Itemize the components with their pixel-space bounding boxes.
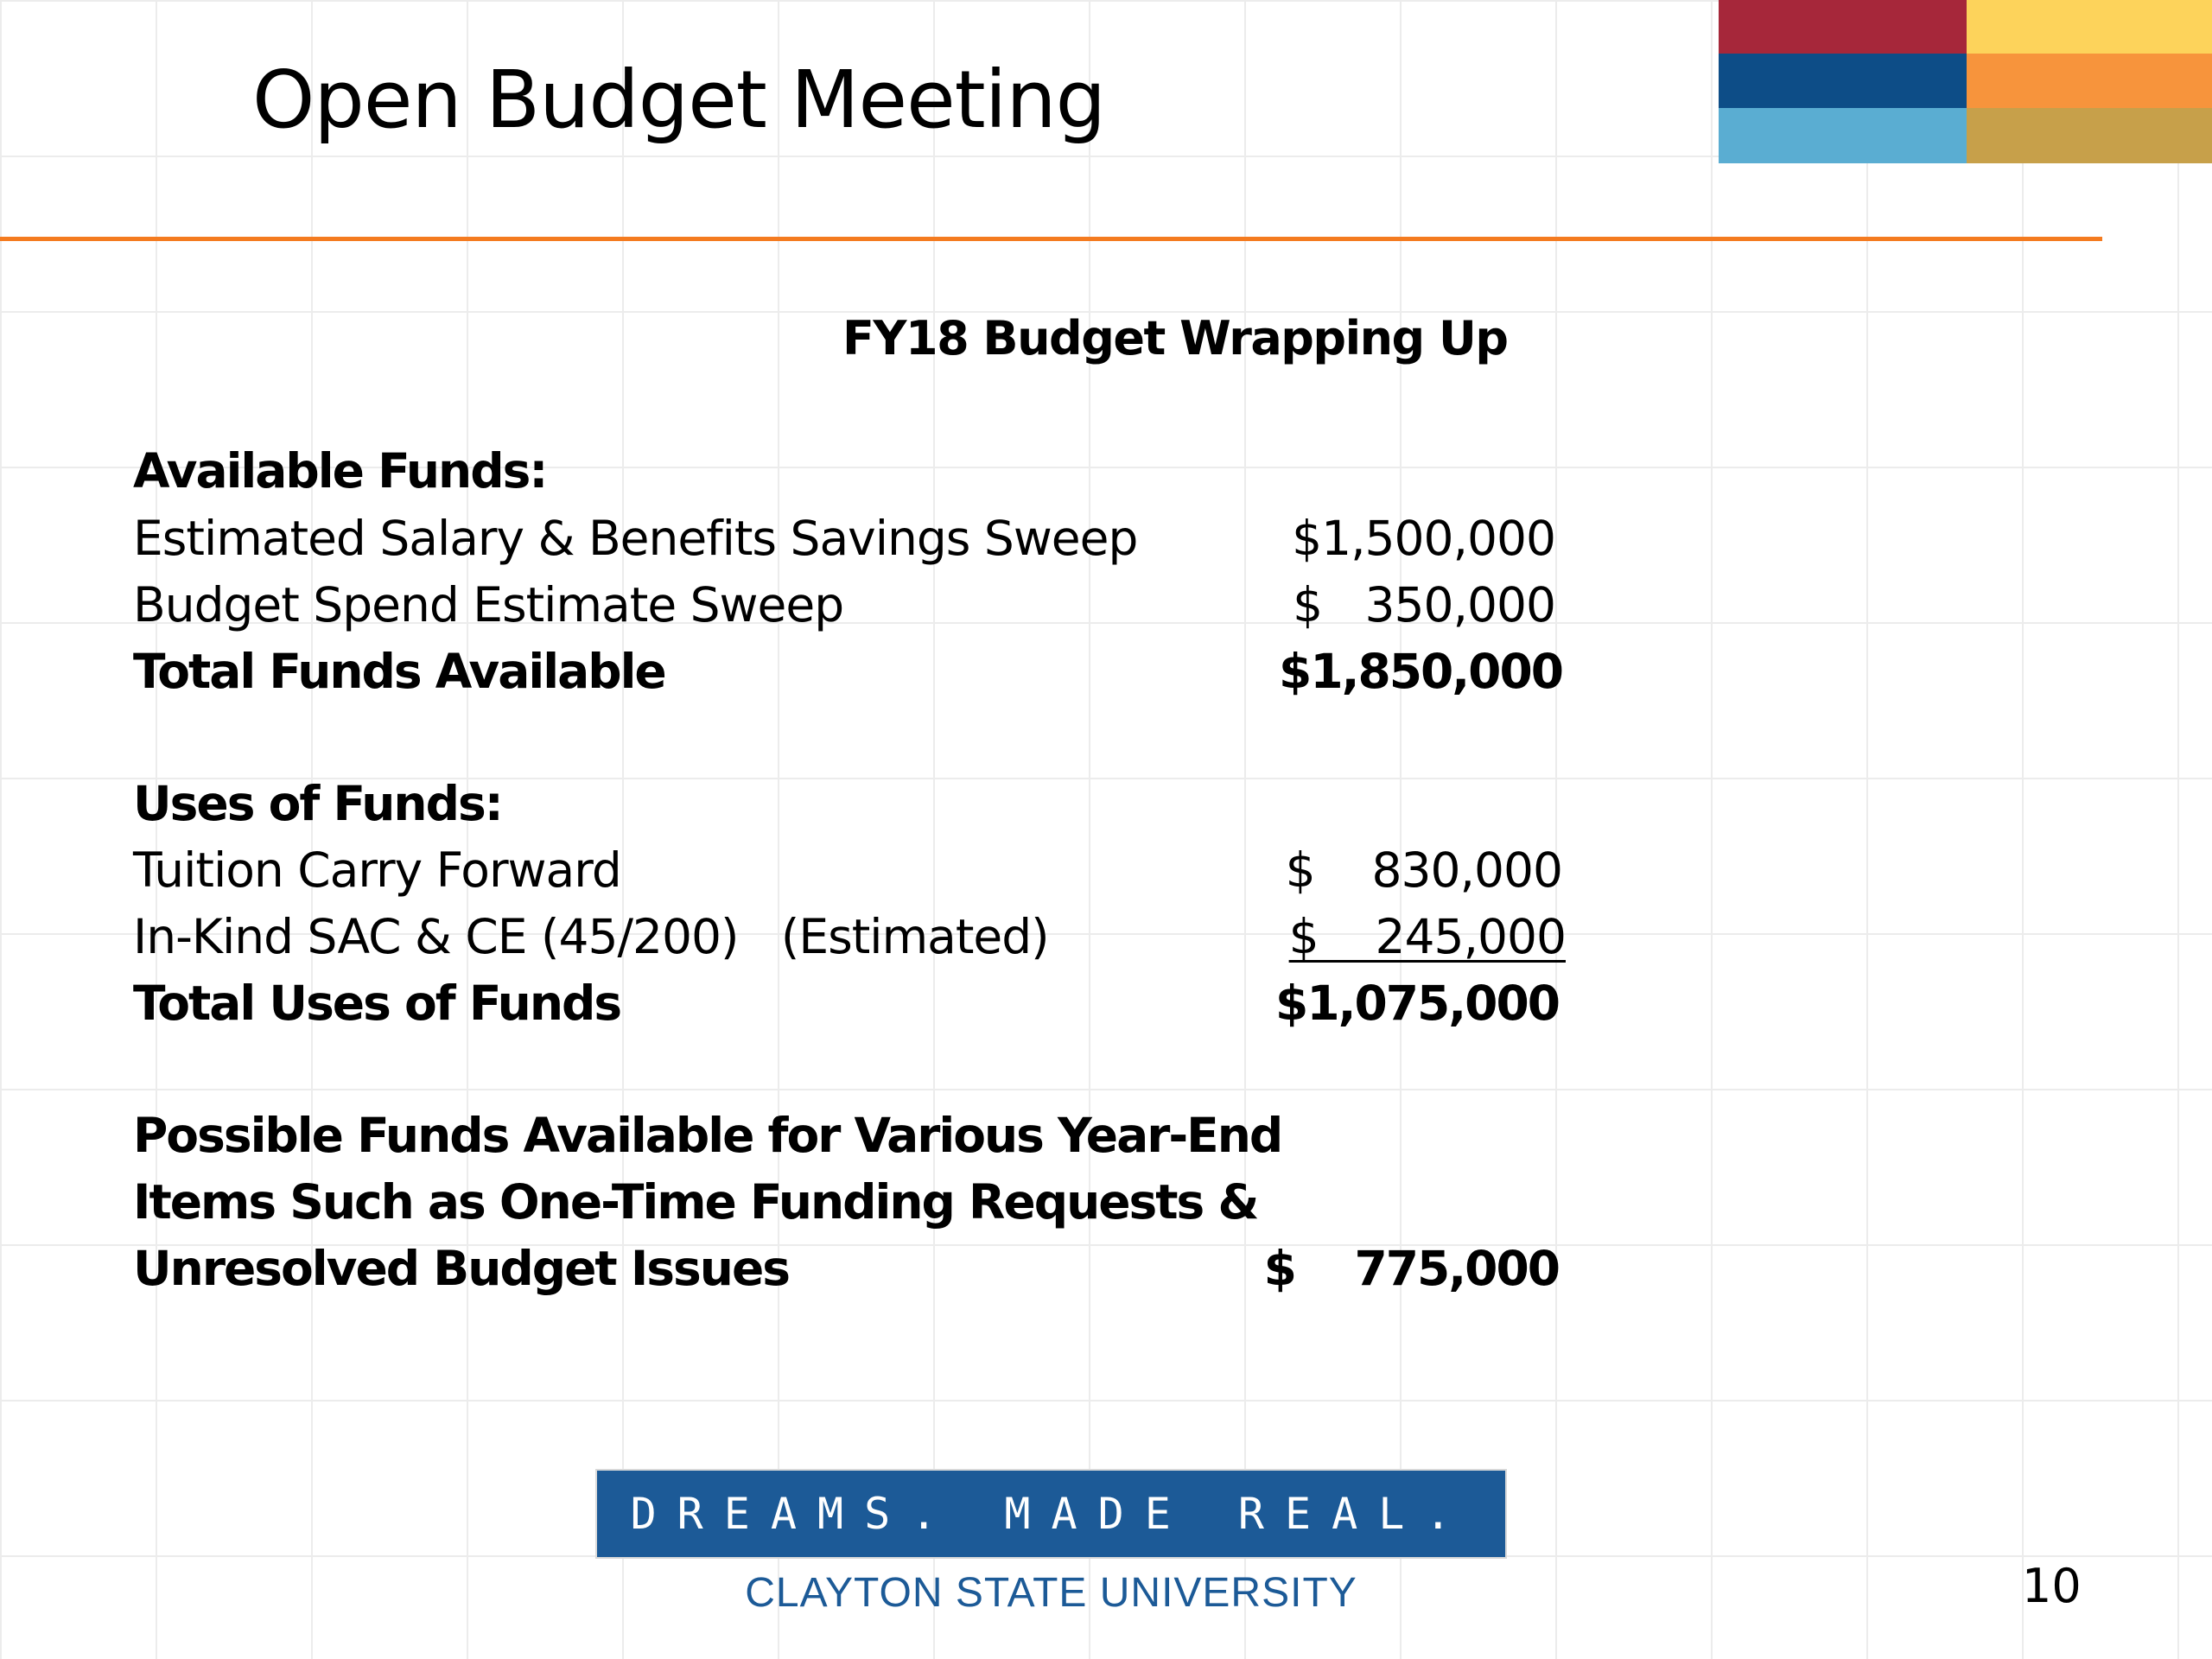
possible-funds-line: Unresolved Budget Issues <box>133 1241 791 1296</box>
possible-funds-amount: $ 775,000 <box>1263 1241 1560 1296</box>
possible-funds-line: Items Such as One-Time Funding Requests … <box>133 1174 1259 1230</box>
university-name: CLAYTON STATE UNIVERSITY <box>745 1570 1357 1616</box>
tagline-text: DREAMS. MADE REAL. <box>630 1489 1472 1539</box>
total-funds-available-label: Total Funds Available <box>133 644 667 699</box>
color-block-red <box>1719 0 1967 54</box>
available-funds-heading: Available Funds: <box>133 443 548 499</box>
total-funds-available-amount: $1,850,000 <box>1279 644 1564 699</box>
color-block-dark-blue <box>1719 54 1967 108</box>
color-block-gold <box>1967 108 2212 163</box>
tagline-banner: DREAMS. MADE REAL. <box>595 1469 1507 1559</box>
uses-of-funds-heading: Uses of Funds: <box>133 776 504 831</box>
uses-item-amount: $ 245,000 <box>1288 909 1567 964</box>
page-number: 10 <box>2022 1559 2082 1613</box>
available-item-amount: $ 350,000 <box>1293 577 1556 632</box>
total-uses-of-funds-amount: $1,075,000 <box>1275 976 1560 1031</box>
available-item-label: Estimated Salary & Benefits Savings Swee… <box>133 511 1138 566</box>
slide-title: Open Budget Meeting <box>252 54 1106 146</box>
available-item-amount: $1,500,000 <box>1292 511 1556 566</box>
uses-item-label: In-Kind SAC & CE (45/200) (Estimated) <box>133 909 1050 964</box>
uses-item-label: Tuition Carry Forward <box>133 842 622 898</box>
total-uses-of-funds-label: Total Uses of Funds <box>133 976 622 1031</box>
uses-item-amount: $ 830,000 <box>1285 842 1563 898</box>
possible-funds-line: Possible Funds Available for Various Yea… <box>133 1108 1283 1163</box>
color-block-light-blue <box>1719 108 1967 163</box>
color-block-yellow <box>1967 0 2212 54</box>
slide-subtitle: FY18 Budget Wrapping Up <box>842 311 1509 365</box>
title-divider <box>0 237 2102 241</box>
color-block-orange <box>1967 54 2212 108</box>
available-item-label: Budget Spend Estimate Sweep <box>133 577 844 632</box>
